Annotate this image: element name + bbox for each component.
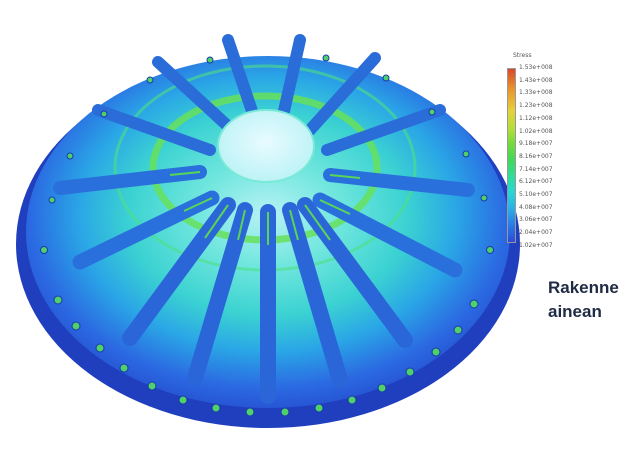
color-scale-labels: 1.53e+008 1.43e+008 1.33e+008 1.23e+008 … (519, 64, 579, 249)
color-scale-bar (507, 68, 516, 243)
caption-line-1: Rakenne (548, 278, 619, 297)
center-hub (217, 109, 315, 183)
legend-label: 1.12e+008 (519, 114, 553, 122)
legend-title: Stress (513, 52, 532, 59)
caption-line-2: ainean (548, 302, 602, 321)
legend-label: 8.16e+007 (519, 152, 553, 160)
legend-label: 1.23e+008 (519, 102, 553, 110)
legend-label: 6.12e+007 (519, 178, 553, 186)
legend-label: 7.14e+007 (519, 165, 553, 173)
legend-label: 5.10e+007 (519, 191, 553, 199)
legend-label: 1.53e+008 (519, 64, 553, 71)
bolt-holes (40, 54, 494, 417)
legend-label: 4.08e+007 (519, 203, 553, 211)
legend-label: 1.02e+008 (519, 127, 553, 135)
legend-label: 2.04e+007 (519, 229, 553, 237)
rib-stress-highlights (169, 171, 361, 245)
legend-label: 1.43e+008 (519, 76, 553, 84)
legend-label: 9.18e+007 (519, 140, 553, 148)
caption-text: Rakenne ainean (548, 276, 619, 324)
legend-label: 1.02e+007 (519, 241, 553, 249)
legend-label: 3.06e+007 (519, 216, 553, 224)
legend-label: 1.33e+008 (519, 89, 553, 97)
